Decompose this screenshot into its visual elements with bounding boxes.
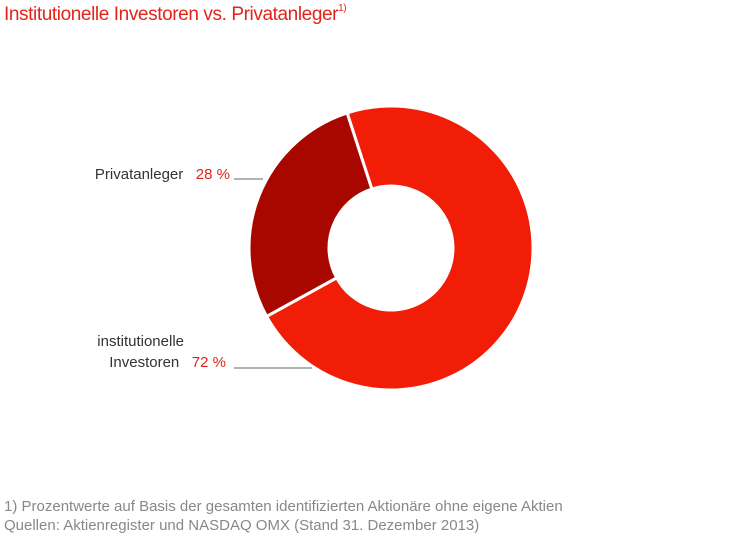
label-institutionelle-line1: institutionelle xyxy=(97,333,184,350)
slice-privatanleger xyxy=(247,111,374,319)
slice-institutionelle-investoren xyxy=(264,104,535,392)
chart-title-text: Institutionelle Investoren vs. Privatanl… xyxy=(4,4,339,25)
label-privatanleger-value: 28 % xyxy=(195,166,230,183)
footnote-sources: Quellen: Aktienregister und NASDAQ OMX (… xyxy=(4,517,480,534)
label-institutionelle-name-line2: Investoren xyxy=(109,354,180,371)
title-footnote-marker: 1) xyxy=(338,3,347,14)
chart-title: Institutionelle Investoren vs. Privatanl… xyxy=(4,3,347,26)
label-institutionelle-name-line1: institutionelle xyxy=(97,333,184,350)
footnote-1: 1) Prozentwerte auf Basis der gesamten i… xyxy=(4,498,563,515)
label-privatanleger: Privatanleger 28 % xyxy=(95,166,230,183)
label-institutionelle-line2: Investoren 72 % xyxy=(109,354,226,371)
label-privatanleger-name: Privatanleger xyxy=(94,166,184,183)
label-institutionelle-value: 72 % xyxy=(191,354,226,371)
